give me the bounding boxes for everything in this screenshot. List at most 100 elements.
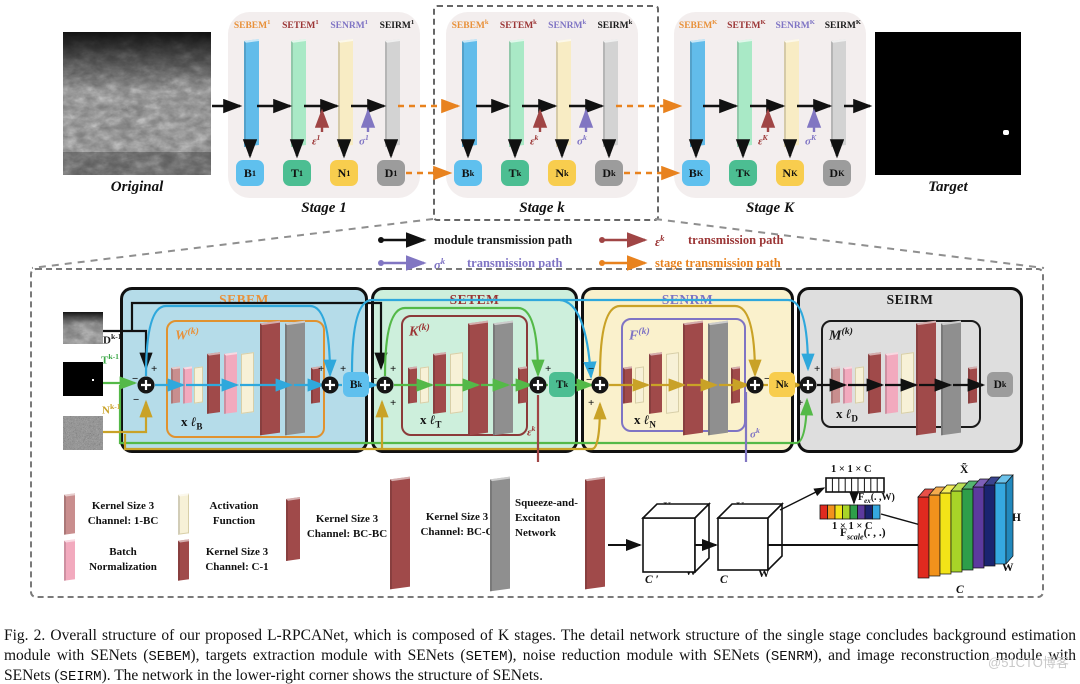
senrm-slab	[556, 38, 571, 148]
seirm-iter-label: x ℓD	[836, 406, 858, 424]
epsilon-label: ε1	[312, 133, 321, 148]
conv-c1-slab	[311, 366, 320, 404]
senet-vec-top-label: 1 × 1 × C	[831, 464, 872, 475]
sebem-module: SEBEM W(k) x ℓB	[120, 287, 368, 453]
senet-c-label: C	[720, 574, 728, 586]
stage-k-dashed-box	[433, 5, 659, 221]
caption-setem: SETEM	[465, 648, 508, 665]
seirm-label: SEIRMK	[824, 19, 862, 32]
epsilon-label: εk	[530, 133, 539, 148]
legend-se-slab	[490, 476, 510, 592]
sebem-label: SEBEM1	[233, 19, 271, 32]
caption-sebem: SEBEM	[148, 648, 191, 665]
senrm-slab	[784, 38, 799, 148]
conv-slab	[868, 352, 881, 414]
setem-label: SETEMk	[499, 19, 537, 32]
legend-sigma-path: transmission path	[467, 256, 563, 270]
forest-texture	[63, 32, 211, 175]
setem-label: SETEMK	[727, 19, 766, 32]
conv-c1-slab	[731, 366, 740, 404]
conv-bcc-slab	[260, 320, 280, 436]
sigma-label: σK	[805, 133, 817, 148]
act-slab	[666, 352, 679, 414]
sebem-fn-label: W(k)	[175, 326, 199, 344]
input-d-image	[63, 312, 103, 344]
conv-bcbc-slab	[207, 352, 220, 414]
senet-x-label: X	[663, 501, 672, 513]
legend-epsilon-path: transmission path	[688, 233, 784, 247]
sigma-label: σ1	[359, 133, 369, 148]
legend-bn-text: Batch Normalization	[89, 546, 157, 573]
senet-h2-label: H	[1012, 512, 1021, 524]
seirm-slab	[385, 38, 400, 148]
sigma-label: σk	[577, 133, 587, 148]
senet-c2-label: C	[956, 584, 964, 596]
conv-bcc-slab	[468, 320, 488, 436]
setem-slab	[291, 38, 306, 148]
act-slab	[420, 366, 429, 404]
noise-thumb	[63, 416, 103, 450]
target-dot	[1003, 130, 1009, 135]
act-slab	[855, 366, 864, 404]
detail-sigma-label: σk	[750, 426, 760, 441]
se-network-slab	[285, 320, 305, 436]
legend-module-path: module transmission path	[434, 233, 573, 247]
input-t-image	[63, 362, 103, 396]
setem-slab	[737, 38, 752, 148]
detail-epsilon-label: εk	[527, 424, 536, 439]
caption-text: Fig. 2. Overall structure of our propose…	[4, 627, 1076, 664]
input-t-label: Tk-1	[101, 352, 120, 367]
bn-slab	[843, 366, 852, 404]
seirm-fn-label: M(k)	[829, 326, 853, 344]
target-label: Target	[928, 179, 968, 195]
senrm-fn-label: F(k)	[629, 326, 650, 344]
senet-w2-label: W	[1002, 562, 1014, 574]
bn-slab	[224, 352, 237, 414]
forest-thumb	[63, 312, 103, 344]
act-slab	[241, 352, 254, 414]
senrm-slab	[338, 38, 353, 148]
sebem-label: SEBEMK	[678, 19, 718, 32]
conv-c1-slab	[518, 366, 527, 404]
legend-conv-bcc-slab	[390, 476, 410, 590]
senrm-label: SENRM1	[330, 19, 368, 32]
stage-1-module-labels: SEBEM1 SETEM1 SENRM1 SEIRM1	[228, 19, 420, 31]
legend-conv-bcbc-text: Kernel Size 3 Channel: BC-BC	[306, 513, 388, 540]
conv-1bc-slab	[171, 366, 180, 404]
watermark: @51CTO博客	[988, 655, 1069, 670]
legend-conv-c1-text: Kernel Size 3 Channel: C-1	[205, 546, 269, 573]
target-dot-small	[92, 379, 94, 381]
senet-cprime-label: C ′	[645, 574, 659, 586]
detail-dashed-box	[30, 268, 1044, 598]
stage-k-module-labels: SEBEMk SETEMk SENRMk SEIRMk	[446, 19, 638, 31]
senet-w-label: W	[758, 568, 770, 580]
setem-slab	[509, 38, 524, 148]
conv-slab	[623, 366, 632, 404]
stage-name: Stage k	[519, 200, 565, 216]
legend-conv-1bc-slab	[64, 493, 75, 535]
original-label: Original	[110, 179, 164, 195]
legend-se-text: Squeeze-and- Excitaton Network	[515, 497, 578, 539]
stage-K-module-labels: SEBEMK SETEMK SENRMK SEIRMK	[674, 19, 866, 31]
conv-slab	[433, 352, 446, 414]
act-slab	[901, 352, 914, 414]
original-infrared-image	[63, 32, 211, 175]
sebem-slab	[462, 38, 477, 148]
senrm-iter-label: x ℓN	[634, 412, 656, 430]
legend-act-text: Activation Function	[209, 500, 259, 527]
act-slab	[194, 366, 203, 404]
se-network-slab	[708, 320, 728, 436]
stage-name: Stage K	[746, 200, 794, 216]
setem-fn-label: K(k)	[409, 322, 430, 340]
senet-fex-label: Fex(. ,W)	[858, 492, 895, 505]
senet-input-conv-slab	[585, 476, 605, 590]
